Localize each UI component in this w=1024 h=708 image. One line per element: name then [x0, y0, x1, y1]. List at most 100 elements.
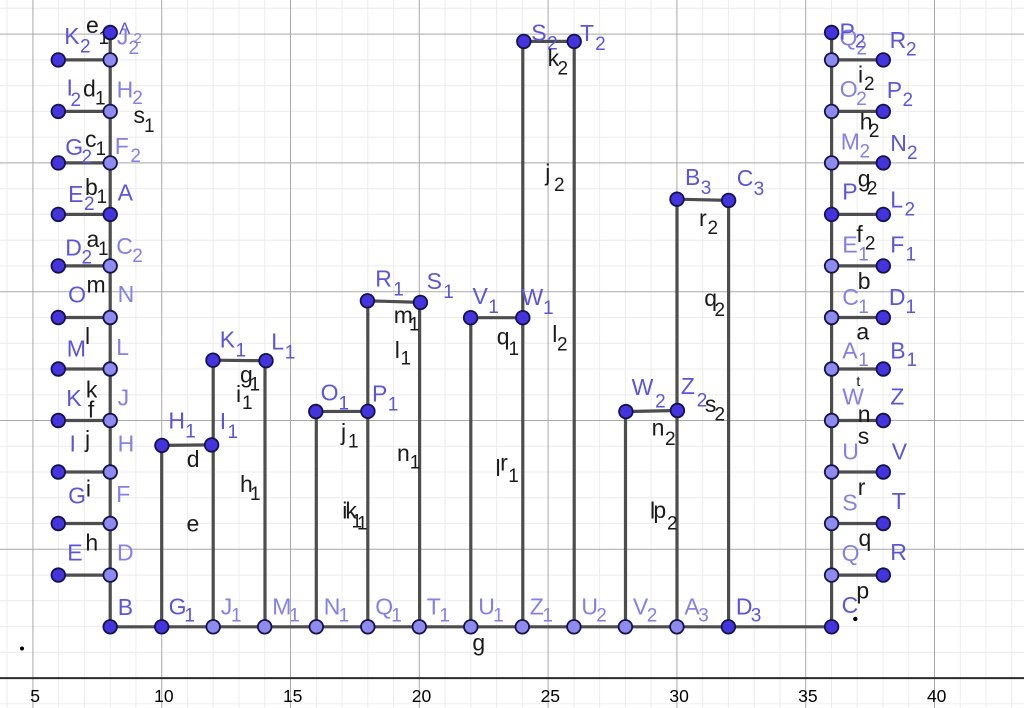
svg-text:B: B — [890, 337, 905, 363]
svg-text:1: 1 — [250, 375, 261, 396]
svg-text:2: 2 — [860, 142, 871, 163]
svg-text:20: 20 — [412, 686, 432, 706]
svg-text:2: 2 — [857, 39, 868, 60]
svg-text:1: 1 — [144, 116, 155, 137]
svg-text:2: 2 — [595, 34, 606, 55]
svg-text:2: 2 — [134, 30, 142, 47]
svg-text:1: 1 — [906, 297, 917, 318]
svg-text:J: J — [221, 594, 233, 620]
svg-text:2: 2 — [697, 390, 708, 411]
svg-text:A: A — [684, 594, 700, 620]
svg-text:G: G — [169, 594, 187, 620]
svg-text:r: r — [699, 205, 707, 231]
svg-text:1: 1 — [97, 187, 108, 208]
svg-text:2: 2 — [129, 38, 140, 59]
svg-text:1: 1 — [508, 466, 519, 487]
svg-text:G: G — [65, 134, 83, 160]
svg-text:C: C — [842, 284, 859, 310]
svg-text:t: t — [856, 373, 860, 389]
svg-text:S: S — [842, 490, 857, 516]
svg-text:m: m — [394, 302, 413, 328]
svg-text:1: 1 — [339, 393, 350, 414]
svg-text:1: 1 — [393, 279, 404, 300]
svg-text:1: 1 — [543, 298, 554, 319]
svg-text:I: I — [220, 408, 226, 434]
svg-text:V: V — [473, 283, 489, 309]
svg-text:H: H — [118, 431, 135, 457]
svg-text:25: 25 — [541, 686, 560, 706]
svg-text:Z: Z — [681, 373, 695, 399]
svg-text:b: b — [858, 268, 871, 294]
svg-text:2: 2 — [906, 40, 917, 61]
svg-text:2: 2 — [130, 146, 141, 167]
svg-text:g: g — [240, 362, 253, 388]
svg-text:2: 2 — [557, 335, 568, 356]
svg-text:i: i — [86, 476, 91, 502]
svg-text:W: W — [632, 374, 654, 400]
svg-text:2: 2 — [855, 32, 866, 53]
svg-text:1: 1 — [409, 315, 420, 336]
svg-text:h: h — [85, 530, 98, 556]
svg-text:F: F — [116, 481, 130, 507]
svg-text:s: s — [134, 102, 146, 128]
svg-text:1: 1 — [228, 422, 239, 443]
svg-text:2: 2 — [558, 59, 569, 80]
svg-text:2: 2 — [715, 405, 726, 426]
svg-text:C: C — [842, 592, 859, 618]
svg-text:F: F — [115, 133, 129, 159]
svg-text:O: O — [840, 76, 858, 102]
svg-text:1: 1 — [509, 339, 520, 360]
svg-text:V: V — [892, 439, 908, 465]
svg-text:k: k — [548, 45, 560, 71]
svg-text:2: 2 — [132, 246, 143, 267]
svg-text:5: 5 — [30, 686, 40, 706]
svg-text:Z: Z — [530, 594, 544, 620]
svg-text:O: O — [68, 281, 86, 307]
svg-text:N: N — [890, 130, 907, 156]
svg-text:C: C — [737, 165, 754, 191]
svg-text:l: l — [85, 323, 90, 349]
svg-text:d: d — [83, 76, 96, 102]
svg-text:O: O — [321, 379, 339, 405]
svg-text:c: c — [85, 126, 97, 152]
svg-text:1: 1 — [391, 606, 402, 627]
svg-text:D: D — [889, 284, 906, 310]
svg-text:1: 1 — [493, 606, 504, 627]
svg-text:2: 2 — [647, 606, 658, 627]
svg-text:1: 1 — [352, 512, 363, 533]
svg-text:2: 2 — [864, 74, 875, 95]
svg-text:D: D — [65, 235, 82, 261]
svg-text:M: M — [841, 129, 860, 155]
svg-text:U: U — [842, 439, 859, 465]
svg-text:1: 1 — [388, 395, 399, 416]
svg-text:l: l — [650, 498, 655, 524]
svg-text:e: e — [187, 511, 200, 537]
svg-text:f: f — [88, 397, 95, 423]
svg-text:r: r — [858, 474, 866, 500]
svg-text:35: 35 — [798, 686, 817, 706]
svg-text:R: R — [375, 265, 392, 291]
svg-text:Q: Q — [375, 594, 393, 620]
svg-text:1: 1 — [542, 606, 553, 627]
svg-text:l: l — [552, 321, 557, 347]
svg-text:3: 3 — [698, 606, 709, 627]
svg-text:A: A — [842, 337, 858, 363]
svg-text:i: i — [858, 62, 863, 88]
svg-text:1: 1 — [250, 484, 261, 505]
svg-text:b: b — [85, 174, 98, 200]
svg-text:N: N — [118, 281, 135, 307]
svg-text:2: 2 — [865, 234, 876, 255]
svg-text:10: 10 — [154, 686, 174, 706]
svg-text:E: E — [68, 181, 83, 207]
svg-text:P: P — [887, 77, 902, 103]
svg-text:2: 2 — [655, 391, 666, 412]
svg-text:2: 2 — [84, 194, 95, 215]
svg-text:1: 1 — [98, 239, 109, 260]
svg-text:D: D — [736, 594, 753, 620]
svg-text:S: S — [531, 20, 546, 46]
svg-text:Q: Q — [840, 25, 858, 51]
svg-text:1: 1 — [907, 350, 918, 371]
svg-text:q: q — [497, 324, 510, 350]
svg-text:f: f — [856, 221, 863, 247]
svg-text:2: 2 — [82, 147, 93, 168]
